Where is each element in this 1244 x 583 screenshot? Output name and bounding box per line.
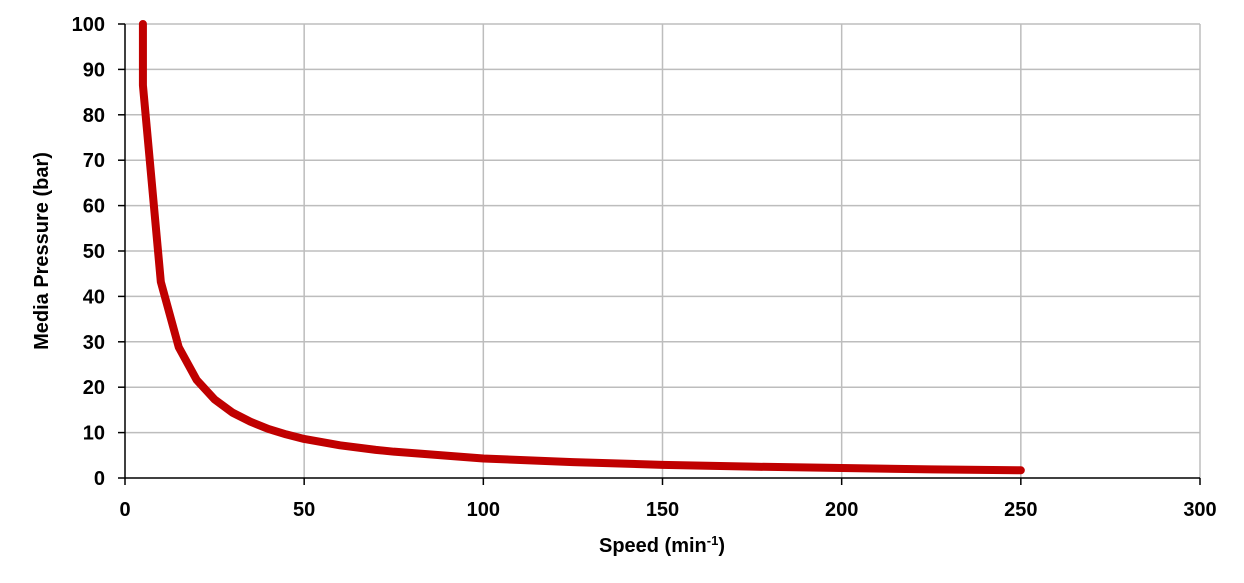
y-tick-label: 90 (83, 59, 105, 81)
x-tick-label: 250 (1004, 499, 1037, 521)
y-tick-label: 20 (83, 377, 105, 399)
y-tick-label: 40 (83, 286, 105, 308)
y-tick-label: 30 (83, 332, 105, 354)
y-tick-label: 0 (94, 468, 105, 490)
grid (125, 23, 1201, 478)
x-axis-title: Speed (min-1) (599, 533, 725, 558)
x-tick-label: 300 (1183, 499, 1216, 521)
y-tick-label: 50 (83, 241, 105, 263)
y-tick-label: 70 (83, 150, 105, 172)
axes (118, 23, 1201, 485)
series-layer (138, 20, 1025, 475)
y-tick-label: 10 (83, 423, 105, 445)
x-tick-label: 200 (825, 499, 858, 521)
x-tick-label: 100 (467, 499, 500, 521)
x-tick-label: 150 (646, 499, 679, 521)
y-axis-title: Media Pressure (bar) (31, 152, 53, 350)
y-tick-label: 100 (72, 14, 105, 36)
y-tick-label: 80 (83, 105, 105, 127)
x-tick-label: 0 (119, 499, 130, 521)
x-axis-title-suffix: ) (718, 535, 725, 557)
x-tick-label: 50 (293, 499, 315, 521)
x-axis-title-superscript: -1 (707, 533, 719, 548)
tick-labels: 0 10 20 30 40 50 60 70 80 90 100 0 50 100 150 200 250 300 (72, 14, 1217, 521)
x-axis-title-main: Speed (min (599, 535, 707, 557)
y-tick-label: 60 (83, 196, 105, 218)
series-line-0 (138, 20, 1025, 475)
